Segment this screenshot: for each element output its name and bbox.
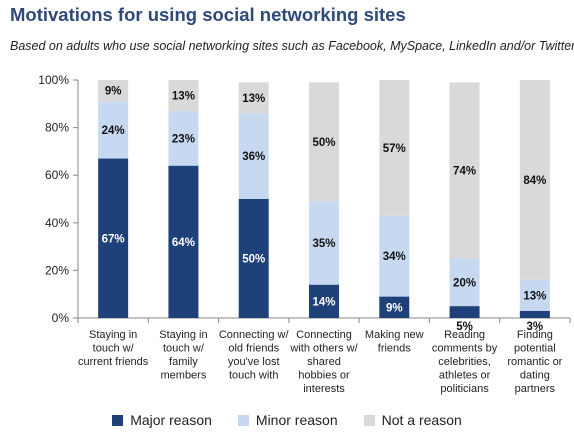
data-label: 23% xyxy=(172,133,195,145)
bar-segment xyxy=(168,165,199,318)
legend-item-not: Not a reason xyxy=(363,412,462,428)
bar-segment xyxy=(238,82,269,114)
bar-segment xyxy=(168,80,199,111)
x-tick-label: members xyxy=(161,370,207,382)
x-tick-label: with others w/ xyxy=(289,343,358,355)
data-label: 64% xyxy=(172,237,195,249)
x-tick-label: shared xyxy=(307,356,341,368)
y-tick-label: 20% xyxy=(45,263,69,277)
bar-segment xyxy=(238,199,269,318)
x-tick-label: romantic or xyxy=(507,356,562,368)
legend-item-minor: Minor reason xyxy=(237,412,338,428)
data-label: 24% xyxy=(102,125,125,137)
data-label: 84% xyxy=(523,175,546,187)
x-tick-label: touch w/ xyxy=(93,343,135,355)
x-tick-label: old friends xyxy=(228,343,279,355)
x-tick-label: dating xyxy=(520,370,550,382)
data-label: 3% xyxy=(527,321,544,333)
data-label: 5% xyxy=(456,321,473,333)
x-tick-label: Staying in xyxy=(159,329,207,341)
x-tick-label: Reading xyxy=(444,329,485,341)
data-label: 13% xyxy=(523,290,546,302)
data-label: 20% xyxy=(453,277,476,289)
bar-segment xyxy=(449,258,480,307)
x-tick-label: celebrities, xyxy=(438,356,491,368)
legend-label-minor: Minor reason xyxy=(255,412,338,428)
x-tick-label: comments by xyxy=(432,343,498,355)
y-tick-label: 40% xyxy=(45,216,69,230)
data-label: 57% xyxy=(383,143,406,155)
y-tick-label: 60% xyxy=(45,168,69,182)
bar-segment xyxy=(309,201,339,285)
data-label: 14% xyxy=(312,296,335,308)
y-tick-label: 100% xyxy=(38,73,69,87)
legend-item-major: Major reason xyxy=(112,412,212,428)
bar-segment xyxy=(98,80,129,102)
data-label: 50% xyxy=(312,137,335,149)
bar-segment xyxy=(309,284,339,318)
x-tick-label: Connecting w/ xyxy=(219,329,290,341)
stacked-bar-chart: 0% 20% 40% 60% 80% 100% 67% 24% 9% Staying in tou… xyxy=(38,73,571,395)
data-label: 36% xyxy=(242,151,265,163)
data-label: 9% xyxy=(386,302,403,314)
bar-segment xyxy=(168,110,199,166)
bar-segment xyxy=(379,296,410,318)
x-tick-label: touch with xyxy=(229,370,279,382)
bar-segment xyxy=(519,279,550,311)
chart-subtitle: Based on adults who use social networkin… xyxy=(10,39,574,53)
x-tick-label: hobbies or xyxy=(298,370,350,382)
data-label: 35% xyxy=(312,238,335,250)
x-tick-label: potential xyxy=(514,343,556,355)
x-tick-label: Finding xyxy=(517,329,553,341)
x-tick-label: friends xyxy=(378,343,412,355)
data-label: 67% xyxy=(102,233,125,245)
x-tick-label: you've lost xyxy=(228,356,280,368)
legend-swatch-not xyxy=(363,414,375,426)
data-label: 9% xyxy=(105,86,122,98)
x-tick-label: current friends xyxy=(78,356,149,368)
bar-segment xyxy=(98,101,129,159)
legend-swatch-minor xyxy=(237,414,249,426)
x-tick-label: Staying in xyxy=(89,329,137,341)
x-tick-label: politicians xyxy=(440,383,489,395)
bar-segment xyxy=(379,215,410,297)
x-tick-label: Connecting xyxy=(296,329,352,341)
x-tick-label: family xyxy=(169,356,198,368)
data-label: 13% xyxy=(172,90,195,102)
bar-segment xyxy=(449,82,480,259)
chart-legend: Major reason Minor reason Not a reason xyxy=(0,412,574,428)
legend-swatch-major xyxy=(112,414,124,426)
bar-segment xyxy=(519,80,550,280)
bar-segment xyxy=(519,310,550,318)
x-tick-label: interests xyxy=(303,383,345,395)
legend-label-major: Major reason xyxy=(130,412,212,428)
data-label: 74% xyxy=(453,165,476,177)
x-tick-label: athletes or xyxy=(439,370,491,382)
data-label: 34% xyxy=(383,251,406,263)
chart-title: Motivations for using social networking … xyxy=(10,4,406,25)
bar-segment xyxy=(309,82,339,202)
x-tick-label: touch w/ xyxy=(163,343,205,355)
data-label: 13% xyxy=(242,93,265,105)
data-label: 50% xyxy=(242,254,265,266)
y-tick-label: 80% xyxy=(45,121,69,135)
y-tick-label: 0% xyxy=(52,311,70,325)
bar-segment xyxy=(449,306,480,318)
bar-segment xyxy=(238,113,269,199)
x-tick-label: Making new xyxy=(365,329,424,341)
bar-segment xyxy=(98,158,129,318)
legend-label-not: Not a reason xyxy=(381,412,462,428)
x-tick-label: partners xyxy=(515,383,556,395)
bar-segment xyxy=(379,80,410,216)
